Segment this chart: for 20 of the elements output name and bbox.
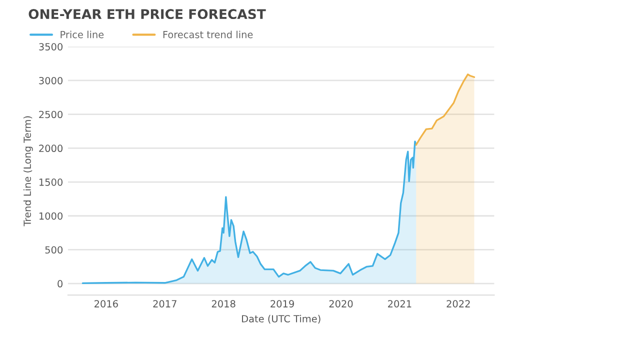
y-tick-label: 500: [45, 246, 63, 254]
x-tick-label: 2019: [270, 300, 294, 308]
y-tick-label: 2500: [39, 110, 63, 118]
chart-title: ONE-YEAR ETH PRICE FORECAST: [28, 9, 266, 20]
y-tick-label: 1500: [39, 178, 63, 186]
x-tick-label: 2020: [329, 300, 353, 308]
y-tick-label: 3000: [39, 76, 63, 84]
legend-label: Price line: [60, 30, 104, 38]
y-axis-title: Trend Line (Long Term): [23, 116, 33, 226]
y-tick-label: 0: [58, 280, 63, 288]
x-tick-label: 2021: [388, 300, 412, 308]
y-tick-label: 3500: [39, 43, 63, 50]
y-tick-label: 1000: [39, 212, 63, 220]
x-tick-label: 2016: [94, 300, 118, 308]
x-tick-label: 2017: [153, 300, 176, 308]
x-tick-label: 2022: [446, 300, 470, 308]
x-tick-label: 2018: [212, 300, 236, 308]
legend-label: Forecast trend line: [163, 30, 253, 38]
x-axis-title: Date (UTC Time): [242, 314, 320, 324]
y-tick-label: 2000: [39, 144, 63, 152]
